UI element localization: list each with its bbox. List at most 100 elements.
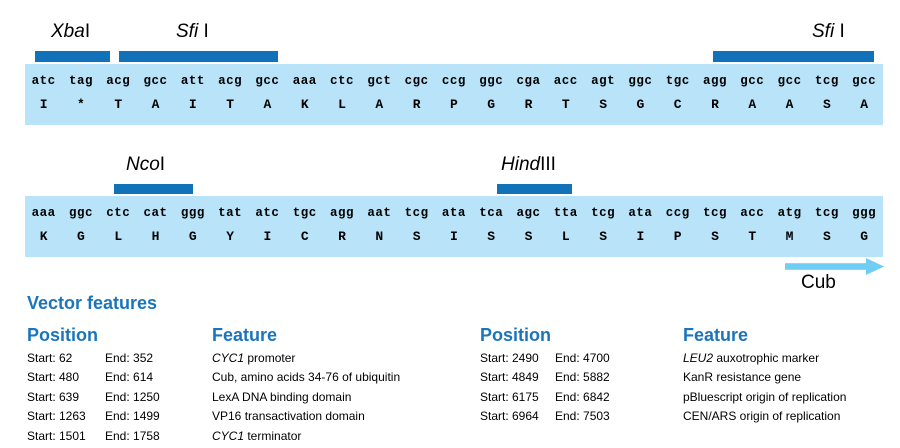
feature-name-rest: promoter [244,351,296,365]
codon: cgc [404,74,429,88]
cub-arrow-icon [785,258,884,275]
codon: tgc [292,206,317,220]
codon-cell: ctc L [100,196,137,257]
start-position: Start: 6175 [480,389,539,404]
vector-features-table-left: Position Feature Start: 62 End: 352 CYC1 pro… [27,325,447,446]
codon-cell: tcg S [398,196,435,257]
amino-acid: G [188,229,197,244]
amino-acid: I [450,229,458,244]
start-position: Start: 480 [27,370,80,385]
codon: ctc [330,74,355,88]
feature-row: Start: 639 End: 1250 LexA DNA binding doma… [27,388,447,407]
codon: tcg [814,206,839,220]
restriction-site-label-sfii-1: Sfi I [176,22,209,42]
amino-acid: S [524,229,533,244]
codon: tgc [665,74,690,88]
vector-features-table-right: Position Feature Start: 2490 End: 4700 LEU2 … [480,325,890,427]
codon: ccg [441,74,466,88]
feature-name-rest: Cub, amino acids 34-76 of ubiquitin [212,370,401,385]
amino-acid: S [711,229,719,244]
codon: aaa [31,206,56,220]
restriction-site-bar-hindiii [497,184,572,194]
enzyme-name-roman: I [834,21,845,42]
codon-cell: acc T [547,64,584,125]
codon-cell: tgc C [286,196,323,257]
codon-cell: aat N [361,196,398,257]
amino-acid: N [375,229,384,244]
enzyme-name-roman: III [540,154,556,175]
restriction-site-label-sfii-2: Sfi I [812,22,845,42]
start-position: Start: 639 [27,389,80,404]
codon-cell: gcc A [771,64,808,125]
start-position: Start: 62 [27,351,73,365]
codon-cell: ata I [622,196,659,257]
codon: att [180,74,205,88]
codon: acc [740,206,765,220]
codon-cell: acc T [734,196,771,257]
codon-cell: tcg S [808,196,845,257]
amino-acid: R [524,97,533,112]
codon: aat [367,206,392,220]
feature-row: Start: 4849 End: 5882 KanR resistance gene [480,368,890,387]
codon: aaa [292,74,317,88]
enzyme-name-italic: Sfi [812,21,835,42]
start-position: Start: 1263 [27,409,86,424]
amino-acid: K [300,97,309,112]
vector-features-title: Vector features [27,293,158,313]
enzyme-name-roman: I [198,21,209,42]
amino-acid: A [263,97,272,112]
amino-acid: G [636,97,645,112]
amino-acid: L [561,229,570,244]
codon-cell: acg T [100,64,137,125]
feature-name: pBluescript origin of replication [683,390,846,404]
position-header: Position [27,325,98,345]
codon: acg [218,74,243,88]
amino-acid: C [300,229,309,244]
amino-acid: S [412,229,421,244]
codon-cell: tcg S [808,64,845,125]
codon: atc [31,74,56,88]
codon-cell: gcc A [249,64,286,125]
amino-acid: R [711,97,719,112]
codon: gcc [255,74,280,88]
codon-cell: ggc G [62,196,99,257]
enzyme-name-roman: I [84,21,91,42]
codon-cell: cat H [137,196,174,257]
codon: gcc [777,74,802,88]
codon-cell: aaa K [286,64,323,125]
codon-cell: gcc A [846,64,883,125]
codon: ggg [180,206,205,220]
codon: atc [255,206,280,220]
amino-acid: K [39,229,48,244]
amino-acid: T [114,97,123,112]
start-position: Start: 1501 [27,428,86,443]
amino-acid: C [673,97,682,112]
enzyme-name-italic: Xba [51,21,85,42]
end-position: End: 1758 [105,428,160,443]
amino-acid: I [188,97,197,112]
restriction-site-label-hindiii: HindIII [501,155,556,175]
amino-acid: G [860,229,869,244]
codon: acc [553,74,578,88]
codon-cell: tcg S [584,196,621,257]
restriction-site-bar-sfii-2 [713,51,874,62]
amino-acid: R [412,97,421,112]
end-position: End: 4700 [555,351,610,365]
codon: gcc [740,74,765,88]
codon-cell: atg M [771,196,808,257]
codon: tta [553,206,578,220]
codon-cell: tcg S [696,196,733,257]
codon: tcg [591,206,616,220]
codon: tag [68,74,93,88]
restriction-site-bar-sfii-1 [119,51,278,62]
codon: ata [441,206,466,220]
codon-cell: ggg G [846,196,883,257]
codon: tcg [702,206,727,220]
codon-cell: cgc R [398,64,435,125]
amino-acid: T [561,97,570,112]
feature-name-rest: pBluescript origin of replication [683,389,847,404]
amino-acid: I [636,229,645,244]
amino-acid: S [822,97,831,112]
codon: tcg [404,206,429,220]
amino-acid: G [487,97,496,112]
